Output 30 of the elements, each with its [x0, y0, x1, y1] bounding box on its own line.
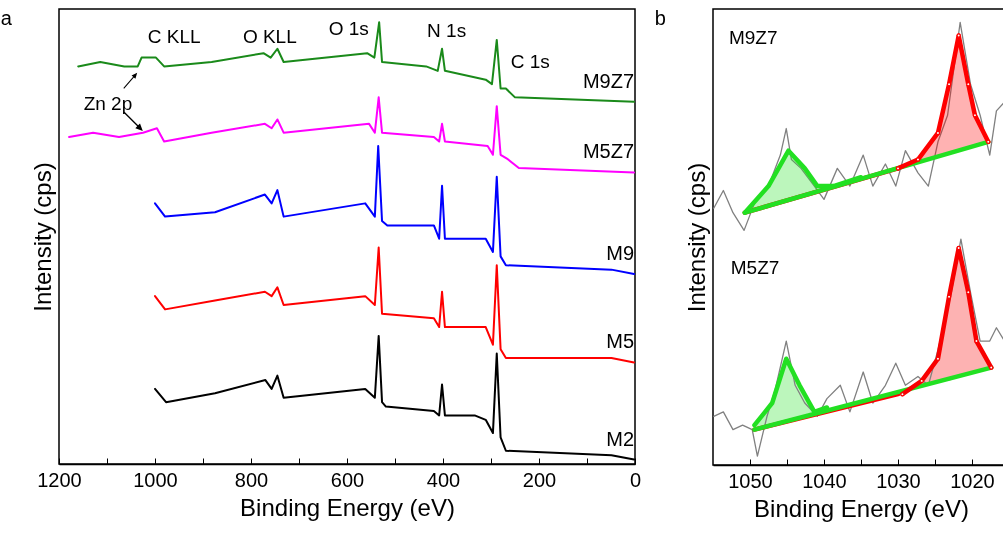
- x-tick-label: 1030: [876, 469, 921, 492]
- annotation: C KLL: [147, 26, 201, 48]
- x-tick-label: 800: [234, 468, 269, 491]
- y-axis-title: Intensity (cps): [682, 162, 710, 313]
- x-tick-label: 1050: [728, 469, 773, 492]
- chart-title: a: [0, 7, 13, 29]
- annotation: M9Z7: [728, 27, 778, 49]
- x-tick-label: 1040: [802, 469, 847, 492]
- annotation: O 1s: [328, 17, 369, 39]
- annotation: Zn 2p: [83, 93, 133, 115]
- y-axis-title: Intensity (cps): [28, 162, 56, 312]
- annotation: M5Z7: [730, 257, 780, 279]
- x-tick-label: 1000: [133, 468, 178, 491]
- x-tick-label: 0: [629, 468, 642, 491]
- x-tick-label: 200: [522, 468, 557, 491]
- series-label: M2: [606, 427, 635, 450]
- annotation: C 1s: [510, 50, 550, 72]
- annotation: O KLL: [242, 26, 297, 48]
- annotation: N 1s: [427, 20, 467, 42]
- series-label: M9Z7: [582, 69, 635, 92]
- x-tick-label: 600: [330, 468, 365, 491]
- x-tick-label: 400: [426, 468, 461, 491]
- x-axis-title: Binding Energy (eV): [240, 493, 455, 521]
- series-label: M5Z7: [582, 140, 635, 163]
- x-tick-label: 1200: [37, 468, 82, 491]
- chart-title: b: [654, 7, 666, 29]
- x-axis-title: Binding Energy (eV): [754, 494, 969, 522]
- x-tick-label: 1020: [950, 469, 995, 492]
- series-label: M5: [606, 330, 635, 353]
- series-label: M9: [606, 242, 635, 265]
